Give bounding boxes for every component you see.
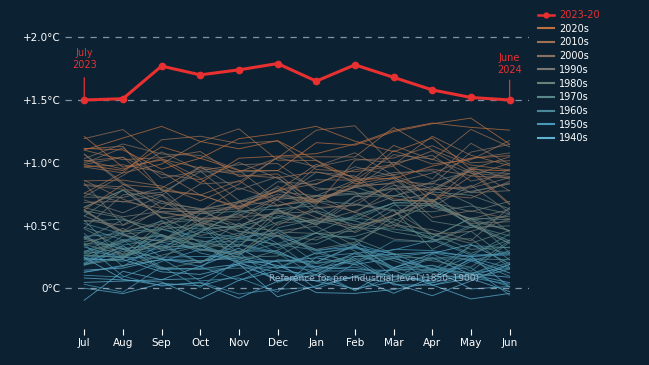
Text: July
2023: July 2023	[72, 48, 97, 70]
Legend: 2023-20, 2020s, 2010s, 2000s, 1990s, 1980s, 1970s, 1960s, 1950s, 1940s: 2023-20, 2020s, 2010s, 2000s, 1990s, 198…	[539, 10, 600, 143]
Text: June
2024: June 2024	[497, 53, 522, 75]
Text: Reference for pre-industrial level (1850–1900): Reference for pre-industrial level (1850…	[269, 274, 479, 283]
